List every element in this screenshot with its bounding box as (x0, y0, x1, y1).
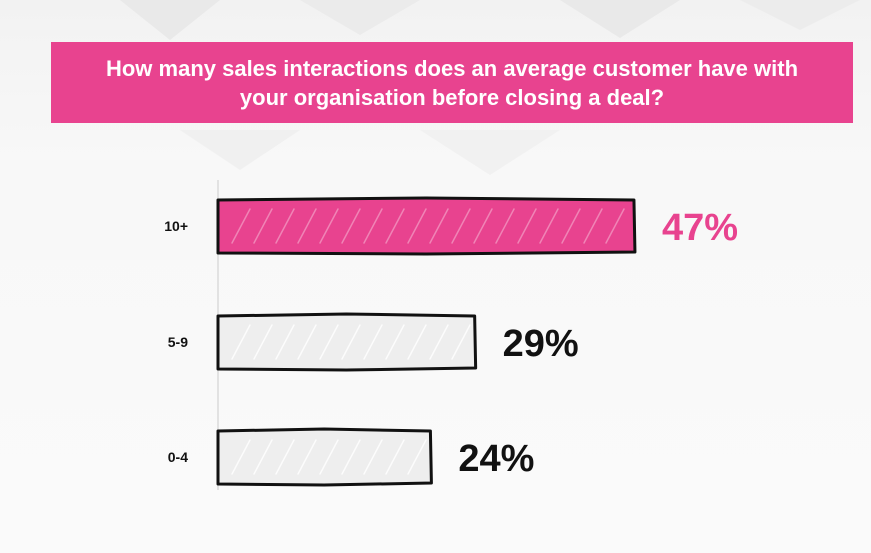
bar-texture-10 (231, 208, 625, 244)
bar-group-0-4: 0-4 24% (168, 427, 534, 487)
bar-texture-0-4 (231, 439, 427, 475)
bar-10 (216, 196, 637, 256)
title-banner: How many sales interactions does an aver… (51, 42, 853, 123)
category-label-0-4: 0-4 (168, 449, 188, 465)
bar-group-10: 10+ 47% (164, 196, 738, 256)
value-label-10: 47% (662, 207, 738, 249)
bar-texture-5-9 (231, 324, 471, 360)
bar-group-5-9: 5-9 29% (168, 312, 579, 372)
category-label-5-9: 5-9 (168, 334, 188, 350)
bar-0-4 (216, 427, 433, 487)
bar-5-9 (216, 312, 478, 372)
category-label-10: 10+ (164, 218, 188, 234)
chart-title: How many sales interactions does an aver… (105, 55, 799, 110)
value-label-5-9: 29% (503, 323, 579, 365)
value-label-0-4: 24% (458, 438, 534, 480)
